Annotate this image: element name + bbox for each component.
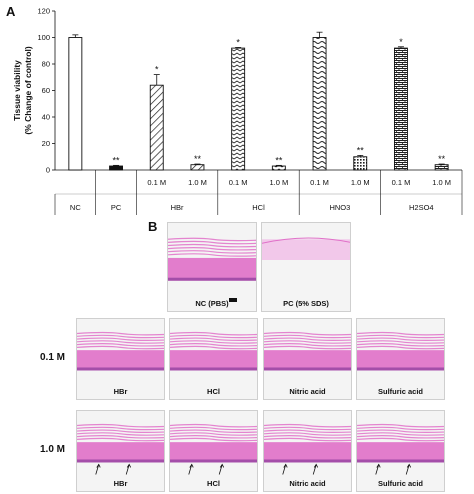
y-tick-label: 0 <box>46 166 50 175</box>
tile-caption: Sulfuric acid <box>377 387 423 396</box>
tile-10M-2: Nitric acid <box>263 410 352 492</box>
y-tick-label: 20 <box>42 139 50 148</box>
tile-10M-0: HBr <box>76 410 165 492</box>
tissue-section-image <box>77 423 164 475</box>
bar-HBr-01M <box>149 84 164 171</box>
tile-caption: HBr <box>113 479 128 488</box>
y-tick-label: 120 <box>37 7 50 16</box>
tissue-section-image <box>264 331 351 371</box>
tile-10M-1: HCl <box>169 410 258 492</box>
tissue-section-image <box>170 423 257 475</box>
concentration-label: 1.0 M <box>351 178 370 187</box>
tile-caption: NC (PBS) <box>195 299 229 308</box>
bar-NC <box>68 37 83 171</box>
concentration-label: 0.1 M <box>310 178 329 187</box>
concentration-label: 1.0 M <box>432 178 451 187</box>
tile-caption: PC (5% SDS) <box>283 299 329 308</box>
group-label-HCl: HCl <box>252 203 265 212</box>
significance-marker: * <box>155 65 159 75</box>
concentration-label: 1.0 M <box>269 178 288 187</box>
y-tick-label: 40 <box>42 113 50 122</box>
tile-01M-3: Sulfuric acid <box>356 318 445 400</box>
tile-caption: Nitric acid <box>289 479 326 488</box>
group-label-HBr: HBr <box>171 203 184 212</box>
tissue-section-image <box>357 423 444 475</box>
panel-b-letter: B <box>148 219 158 234</box>
bar-HNO3-01M <box>312 37 327 171</box>
bar-H2SO4-10M <box>434 164 449 171</box>
significance-marker: ** <box>357 145 365 155</box>
tile-caption: HCl <box>207 387 220 396</box>
tissue-section-image <box>357 331 444 371</box>
tile-01M-1: HCl <box>169 318 258 400</box>
bar-HCl-10M <box>271 165 286 171</box>
significance-marker: ** <box>113 155 121 165</box>
scale-bar <box>229 298 237 302</box>
bar-HCl-01M <box>231 47 246 171</box>
bar-chart: 0 20 40 60 80 100 120 Tissue viability (% Change… <box>12 7 463 215</box>
row-label: 1.0 M <box>40 444 66 455</box>
tissue-section-image <box>168 237 256 281</box>
significance-marker: ** <box>438 154 446 164</box>
tile-01M-2: Nitric acid <box>263 318 352 400</box>
y-axis-label: Tissue viability <box>12 60 22 121</box>
concentration-label: 0.1 M <box>229 178 248 187</box>
tile-caption: HBr <box>113 387 128 396</box>
bar-PC <box>109 165 124 171</box>
tissue-section-image <box>262 237 350 260</box>
group-label-HNO3: HNO3 <box>329 203 350 212</box>
tile-01M-0: HBr <box>76 318 165 400</box>
y-tick-label: 60 <box>42 86 50 95</box>
tile-nc-pbs: NC (PBS) <box>167 222 257 312</box>
tissue-section-image <box>77 331 164 371</box>
y-tick-label: 80 <box>42 60 50 69</box>
row-label: 0.1 M <box>40 352 66 363</box>
concentration-label: 0.1 M <box>147 178 166 187</box>
tile-caption: HCl <box>207 479 220 488</box>
tissue-section-image <box>264 423 351 475</box>
panel-a-letter: A <box>6 4 16 19</box>
tile-caption: Nitric acid <box>289 387 326 396</box>
significance-marker: * <box>399 37 403 47</box>
bar-HBr-10M <box>190 164 205 171</box>
concentration-label: 1.0 M <box>188 178 207 187</box>
y-tick-label: 100 <box>37 33 50 42</box>
tile-caption: Sulfuric acid <box>377 479 423 488</box>
significance-marker: ** <box>275 155 283 165</box>
group-label-NC: NC <box>70 203 81 212</box>
tile-10M-3: Sulfuric acid <box>356 410 445 492</box>
significance-marker: ** <box>194 154 202 164</box>
bar-H2SO4-01M <box>394 47 408 171</box>
tissue-section-image <box>170 331 257 371</box>
group-label-H2SO4: H2SO4 <box>409 203 434 212</box>
group-label-PC: PC <box>111 203 122 212</box>
concentration-label: 0.1 M <box>392 178 411 187</box>
y-axis-label: (% Change of control) <box>23 46 33 134</box>
tile-pc-sds: PC (5% SDS) <box>261 222 351 312</box>
significance-marker: * <box>236 37 240 47</box>
bar-HNO3-10M <box>353 156 368 171</box>
